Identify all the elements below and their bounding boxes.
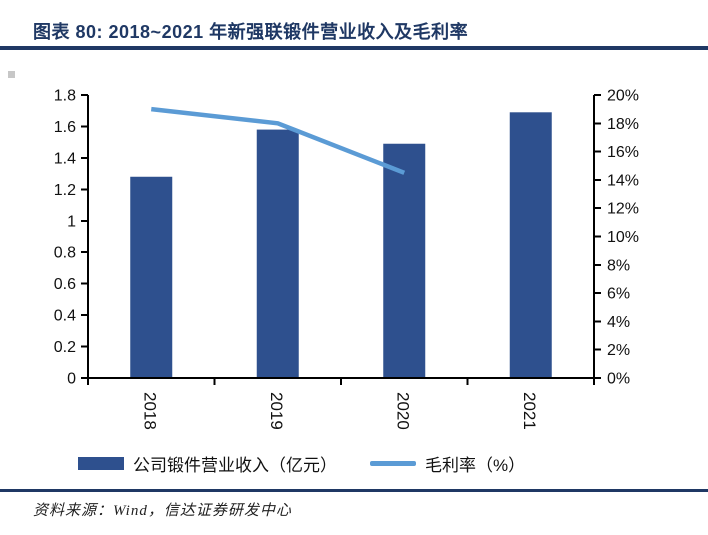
left-axis-tick-label: 0.6 — [54, 276, 76, 293]
right-axis-tick-label: 16% — [607, 144, 639, 161]
revenue-bar-2020 — [383, 143, 426, 378]
right-axis-tick-label: 2% — [607, 342, 630, 359]
bar-line-chart: 1.8 1.6 1.4 1.2 1 0.8 0.6 0.4 0.2 0 20% 18% 16% 14% 12… — [54, 88, 639, 430]
left-axis-tick-label: 1.4 — [54, 150, 76, 167]
right-axis-tick-label: 6% — [607, 286, 630, 303]
figure-title: 图表 80: 2018~2021 年新强联锻件营业收入及毛利率 — [33, 22, 469, 42]
left-axis-tick-label: 0.4 — [54, 308, 76, 325]
revenue-bar-2019 — [256, 129, 299, 378]
revenue-bar-2021 — [509, 112, 552, 379]
category-label-2020: 2020 — [393, 392, 412, 430]
right-axis-tick-label: 12% — [607, 201, 639, 218]
gross-margin-line — [150, 106, 406, 175]
page-margin-marker — [8, 71, 15, 78]
right-axis-tick-label: 20% — [607, 88, 639, 105]
category-label-2019: 2019 — [267, 392, 286, 430]
legend-label-margin: 毛利率（%） — [425, 455, 526, 475]
left-axis-tick-label: 1.8 — [54, 88, 76, 105]
right-axis-tick-label: 4% — [607, 314, 630, 331]
revenue-bar-2018 — [130, 176, 173, 378]
footer-divider-rule — [0, 489, 708, 492]
right-axis-tick-label: 18% — [607, 116, 639, 133]
legend-item-margin: 毛利率（%） — [370, 450, 525, 476]
left-axis-tick-label: 0.8 — [54, 245, 76, 262]
source-note: 资料来源：Wind，信达证券研发中心 — [33, 503, 292, 519]
title-divider-rule — [0, 46, 708, 50]
right-axis-tick-label: 8% — [607, 257, 630, 274]
right-axis-tick-label: 10% — [607, 229, 639, 246]
left-axis-tick-label: 0.2 — [54, 339, 76, 356]
left-axis-tick-label: 1.6 — [54, 119, 76, 136]
chart-legend: 公司锻件营业收入（亿元） 毛利率（%） — [0, 450, 708, 476]
margin-line-swatch — [370, 460, 416, 466]
category-label-2018: 2018 — [140, 392, 159, 430]
revenue-bar-swatch — [78, 456, 124, 470]
category-label-2021: 2021 — [520, 392, 539, 430]
right-axis-tick-label: 0% — [607, 371, 630, 388]
left-axis-tick-label: 1.2 — [54, 182, 76, 199]
right-axis-tick-label: 14% — [607, 172, 639, 189]
legend-item-revenue: 公司锻件营业收入（亿元） — [78, 450, 337, 476]
left-axis-tick-label: 1 — [67, 213, 76, 230]
left-axis-tick-label: 0 — [67, 371, 76, 388]
legend-label-revenue: 公司锻件营业收入（亿元） — [133, 455, 337, 475]
